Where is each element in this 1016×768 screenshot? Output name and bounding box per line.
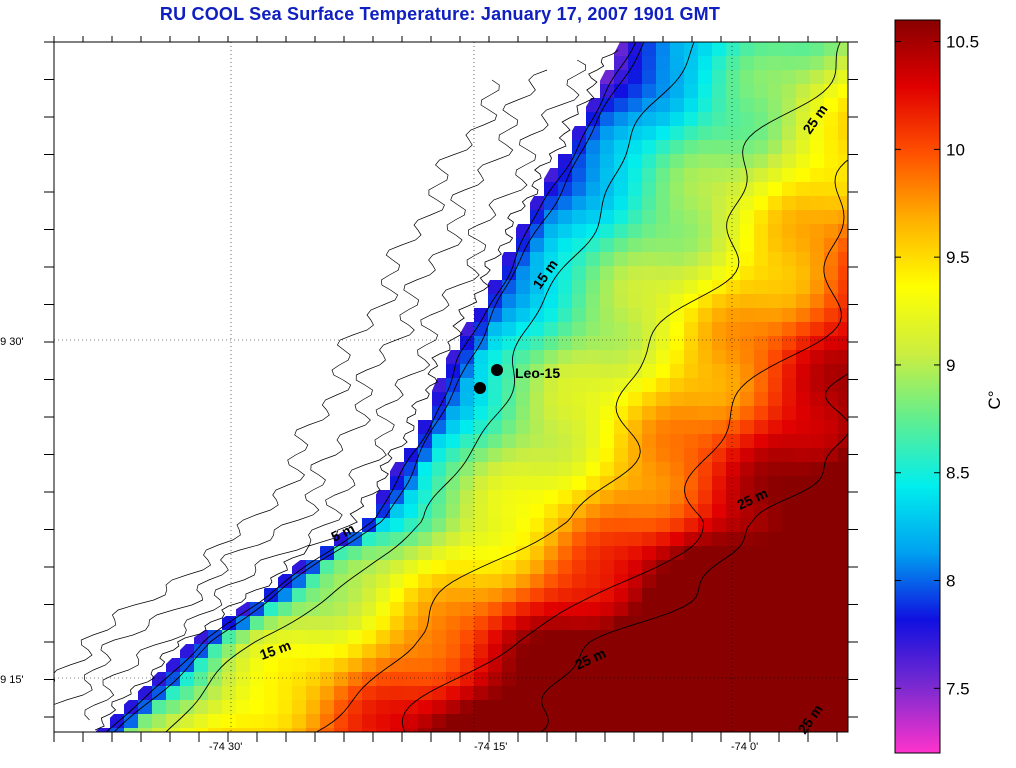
x-tick-label-3: -74 0' bbox=[731, 741, 758, 753]
colorbar-ticks: 10.5 10 9.5 9 8.5 8 7.5 bbox=[895, 33, 979, 698]
station-dot-2 bbox=[474, 382, 486, 394]
colorbar-tick-label: 8.5 bbox=[946, 464, 970, 483]
bathymetry-contours bbox=[106, 42, 848, 732]
axis-ticks bbox=[44, 36, 858, 742]
colorbar-ramp bbox=[894, 19, 941, 754]
y-tick-label-1: 39 30' bbox=[0, 336, 24, 348]
colorbar-unit-label: C° bbox=[985, 390, 1004, 409]
colorbar-tick-label: 9 bbox=[946, 356, 955, 375]
colorbar-tick-label: 10.5 bbox=[946, 33, 979, 52]
colorbar-tick-label: 9.5 bbox=[946, 248, 970, 267]
station-label: Leo-15 bbox=[515, 365, 560, 381]
station-markers: Leo-15 bbox=[474, 364, 560, 394]
x-tick-label-2: -74 15' bbox=[474, 741, 507, 753]
colorbar-tick-label: 10 bbox=[946, 140, 965, 159]
x-tick-label-1: -74 30' bbox=[209, 741, 242, 753]
y-tick-label-2: 39 15' bbox=[0, 674, 24, 686]
sst-grid bbox=[96, 42, 848, 732]
land-mask bbox=[54, 42, 620, 732]
colorbar-tick-label: 8 bbox=[946, 572, 955, 591]
plot-frame bbox=[53, 41, 849, 733]
colorbar-tick-label: 7.5 bbox=[946, 679, 970, 698]
station-dot-1 bbox=[491, 364, 503, 376]
map-title: RU COOL Sea Surface Temperature: January… bbox=[159, 4, 721, 24]
graticule bbox=[54, 42, 848, 732]
